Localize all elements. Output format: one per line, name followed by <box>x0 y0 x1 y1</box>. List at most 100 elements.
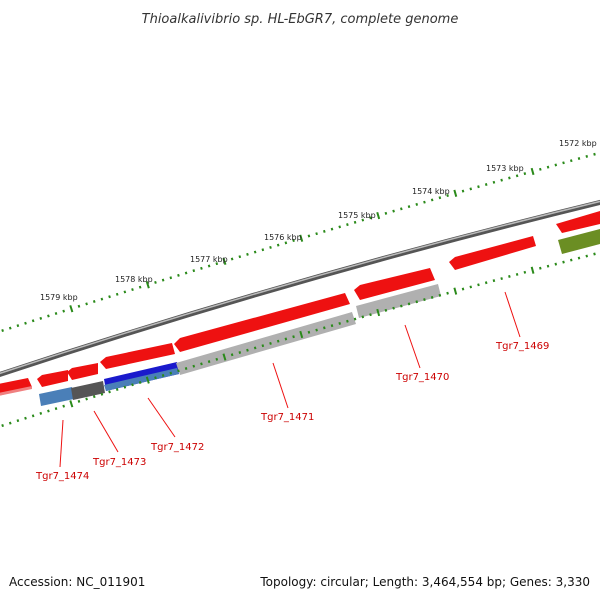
minor-tick <box>438 196 442 200</box>
minor-tick <box>369 313 372 317</box>
minor-tick <box>108 390 111 394</box>
tick-label-1574: 1574 kbp <box>412 187 450 196</box>
major-tick <box>299 234 304 242</box>
minor-tick <box>446 194 449 197</box>
minor-tick <box>115 388 119 392</box>
minor-tick <box>207 360 211 364</box>
minor-tick <box>461 287 465 291</box>
gene-arrow-edge[interactable] <box>556 211 600 233</box>
minor-tick <box>338 321 342 325</box>
gene-label-1470[interactable]: Tgr7_1470 <box>395 372 449 383</box>
minor-tick <box>238 350 242 354</box>
minor-tick <box>484 281 488 285</box>
minor-tick <box>261 344 265 348</box>
gene-arrow-1471-red[interactable] <box>100 343 175 369</box>
minor-tick <box>384 211 388 215</box>
minor-tick <box>369 216 372 220</box>
minor-tick <box>1 424 4 428</box>
minor-tick <box>415 300 419 304</box>
gene-arrow-1470-red[interactable] <box>354 268 435 300</box>
cog-block-dark <box>71 381 105 400</box>
major-tick <box>376 211 381 220</box>
minor-tick <box>323 229 326 233</box>
minor-tick <box>123 290 127 294</box>
minor-tick <box>269 341 272 345</box>
tick-label-1573: 1573 kbp <box>486 164 524 173</box>
gene-label-1471[interactable]: Tgr7_1471 <box>260 412 314 423</box>
minor-tick <box>577 256 581 260</box>
major-tick <box>69 400 74 408</box>
minor-tick <box>508 176 511 180</box>
minor-tick <box>315 328 318 332</box>
gene-label-1472[interactable]: Tgr7_1472 <box>150 442 204 453</box>
minor-tick <box>569 258 573 262</box>
major-tick <box>453 189 458 197</box>
minor-tick <box>392 306 395 310</box>
major-tick <box>222 257 227 265</box>
tick-label-1578: 1578 kbp <box>115 275 153 284</box>
major-tick <box>299 330 304 339</box>
minor-tick <box>39 316 43 320</box>
minor-tick <box>24 416 27 420</box>
minor-tick <box>407 302 411 306</box>
minor-tick <box>585 154 589 158</box>
minor-tick <box>138 380 142 384</box>
gene-arrow-1473[interactable] <box>37 370 68 387</box>
minor-tick <box>361 218 365 222</box>
minor-tick <box>8 326 12 330</box>
minor-tick <box>47 409 50 413</box>
gene-arrow-1469-red[interactable] <box>449 236 536 270</box>
minor-tick <box>593 152 596 156</box>
minor-tick <box>284 241 288 245</box>
minor-tick <box>215 262 219 266</box>
minor-tick <box>353 317 357 321</box>
minor-tick <box>500 178 503 182</box>
minor-tick <box>85 397 88 401</box>
minor-tick <box>62 404 66 408</box>
gene-label-1474[interactable]: Tgr7_1474 <box>35 471 89 482</box>
minor-tick <box>307 234 311 238</box>
minor-tick <box>207 264 211 268</box>
minor-tick <box>200 266 203 270</box>
minor-tick <box>430 296 434 299</box>
minor-tick <box>24 321 27 325</box>
minor-tick <box>284 337 288 341</box>
gene-leader-lines <box>59 291 521 468</box>
minor-tick <box>546 165 550 169</box>
gene-arrow-long[interactable] <box>174 293 350 352</box>
accession-text: Accession: NC_011901 <box>9 575 145 589</box>
minor-tick <box>492 180 496 184</box>
minor-tick <box>593 252 596 256</box>
minor-tick <box>177 369 180 373</box>
minor-tick <box>276 243 280 247</box>
gene-label-1469[interactable]: Tgr7_1469 <box>495 341 549 352</box>
minor-tick <box>361 315 365 319</box>
minor-tick <box>554 163 558 167</box>
minor-tick <box>292 239 295 243</box>
minor-tick <box>539 167 542 171</box>
minor-tick <box>200 362 203 366</box>
gene-arrow-1472-red[interactable] <box>67 363 98 380</box>
minor-tick <box>230 257 234 261</box>
minor-tick <box>415 202 419 206</box>
minor-tick <box>353 220 357 224</box>
minor-tick <box>115 292 119 296</box>
forward-strand-genes <box>0 211 600 396</box>
minor-tick <box>400 304 403 308</box>
minor-tick <box>523 172 527 176</box>
outer-tick-ring <box>1 152 596 333</box>
genome-backbone <box>0 199 600 377</box>
topology-text: Topology: circular; Length: 3,464,554 bp… <box>259 575 590 589</box>
minor-tick <box>123 385 127 389</box>
minor-tick <box>230 353 234 357</box>
minor-tick <box>585 254 589 258</box>
minor-tick <box>577 157 581 161</box>
gene-label-1473[interactable]: Tgr7_1473 <box>92 457 146 468</box>
minor-tick <box>477 283 480 287</box>
minor-tick <box>423 298 426 302</box>
minor-tick <box>562 161 565 165</box>
minor-tick <box>515 174 519 178</box>
cog-block-olive <box>558 229 600 254</box>
major-tick <box>376 308 381 317</box>
